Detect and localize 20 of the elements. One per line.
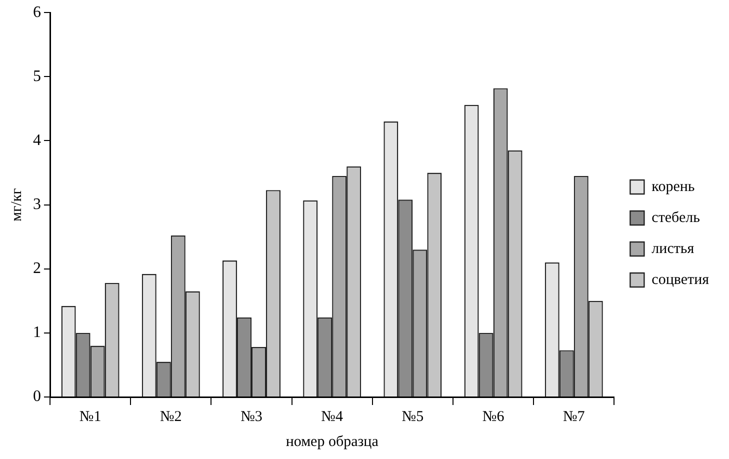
x-tick-label: №6 <box>482 408 505 425</box>
y-axis-title: мг/кг <box>8 188 25 222</box>
x-tick-label: №4 <box>321 408 344 425</box>
y-tick-label: 1 <box>33 324 41 342</box>
y-tick-label: 5 <box>33 68 41 85</box>
y-tick-label: 2 <box>33 260 41 278</box>
legend-label: корень <box>652 178 695 195</box>
legend-label: соцветия <box>652 272 710 288</box>
y-tick-label: 6 <box>33 4 41 21</box>
y-tick-label: 3 <box>33 196 41 214</box>
x-axis-title: номер образца <box>286 434 379 450</box>
legend-label: листья <box>652 240 694 257</box>
x-tick-label: №3 <box>240 408 262 425</box>
x-tick-label: №5 <box>402 408 424 425</box>
y-tick-label: 4 <box>33 132 41 149</box>
legend-label: стебель <box>652 210 700 226</box>
y-tick-label: 0 <box>33 388 41 406</box>
x-tick-label: №7 <box>562 408 586 425</box>
x-tick-label: №2 <box>160 408 182 425</box>
x-tick-label: №1 <box>79 408 102 425</box>
